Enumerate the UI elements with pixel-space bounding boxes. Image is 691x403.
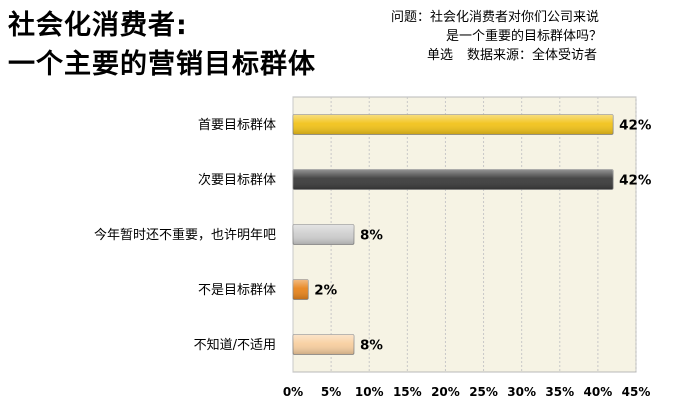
title-line-2: 一个主要的营销目标群体 [8, 49, 316, 80]
x-tick-label: 40% [584, 385, 613, 399]
question-block: 问题：社会化消费者对你们公司来说 是一个重要的目标群体吗？ 单选 数据来源：全体受… [391, 8, 681, 65]
value-label: 2% [314, 283, 337, 299]
x-tick-label: 20% [431, 385, 460, 399]
x-tick-label: 35% [545, 385, 574, 399]
title-line-1: 社会化消费者: [8, 10, 188, 41]
bar [292, 334, 355, 355]
x-tick-label: 5% [321, 385, 341, 399]
category-label: 不知道/不适用 [194, 337, 276, 353]
question-line-2: 是一个重要的目标群体吗？ [446, 29, 603, 44]
category-label: 不是目标群体 [198, 283, 276, 298]
x-tick-labels: 0% 5% 10% 15% 20% 25% 30% 35% 40% 45% [283, 385, 651, 399]
value-label: 8% [360, 228, 383, 244]
category-label: 次要目标群体 [198, 172, 276, 188]
x-tick-label: 45% [622, 385, 651, 399]
question-type: 单选 [427, 48, 454, 63]
bar [292, 279, 309, 300]
x-tick-label: 0% [283, 385, 303, 399]
x-tick-label: 15% [393, 385, 422, 399]
bar [292, 169, 614, 190]
category-label: 今年暂时还不重要，也许明年吧 [94, 227, 276, 243]
value-labels: 42% 42% 8% 2% 8% [314, 118, 652, 354]
question-line-1: 问题：社会化消费者对你们公司来说 [391, 10, 600, 25]
value-label: 42% [619, 173, 652, 189]
chart-title: 社会化消费者: 一个主要的营销目标群体 [8, 6, 316, 84]
x-tick-label: 10% [355, 385, 384, 399]
question-meta: 单选 数据来源：全体受访者 [391, 46, 681, 65]
x-tick-label: 30% [507, 385, 536, 399]
value-label: 8% [360, 338, 383, 354]
value-label: 42% [619, 118, 652, 134]
bar [292, 114, 614, 135]
data-source: 数据来源：全体受访者 [467, 48, 598, 63]
bar [292, 224, 355, 245]
category-label: 首要目标群体 [198, 118, 276, 133]
x-tick-label: 25% [469, 385, 498, 399]
bars [292, 114, 614, 355]
